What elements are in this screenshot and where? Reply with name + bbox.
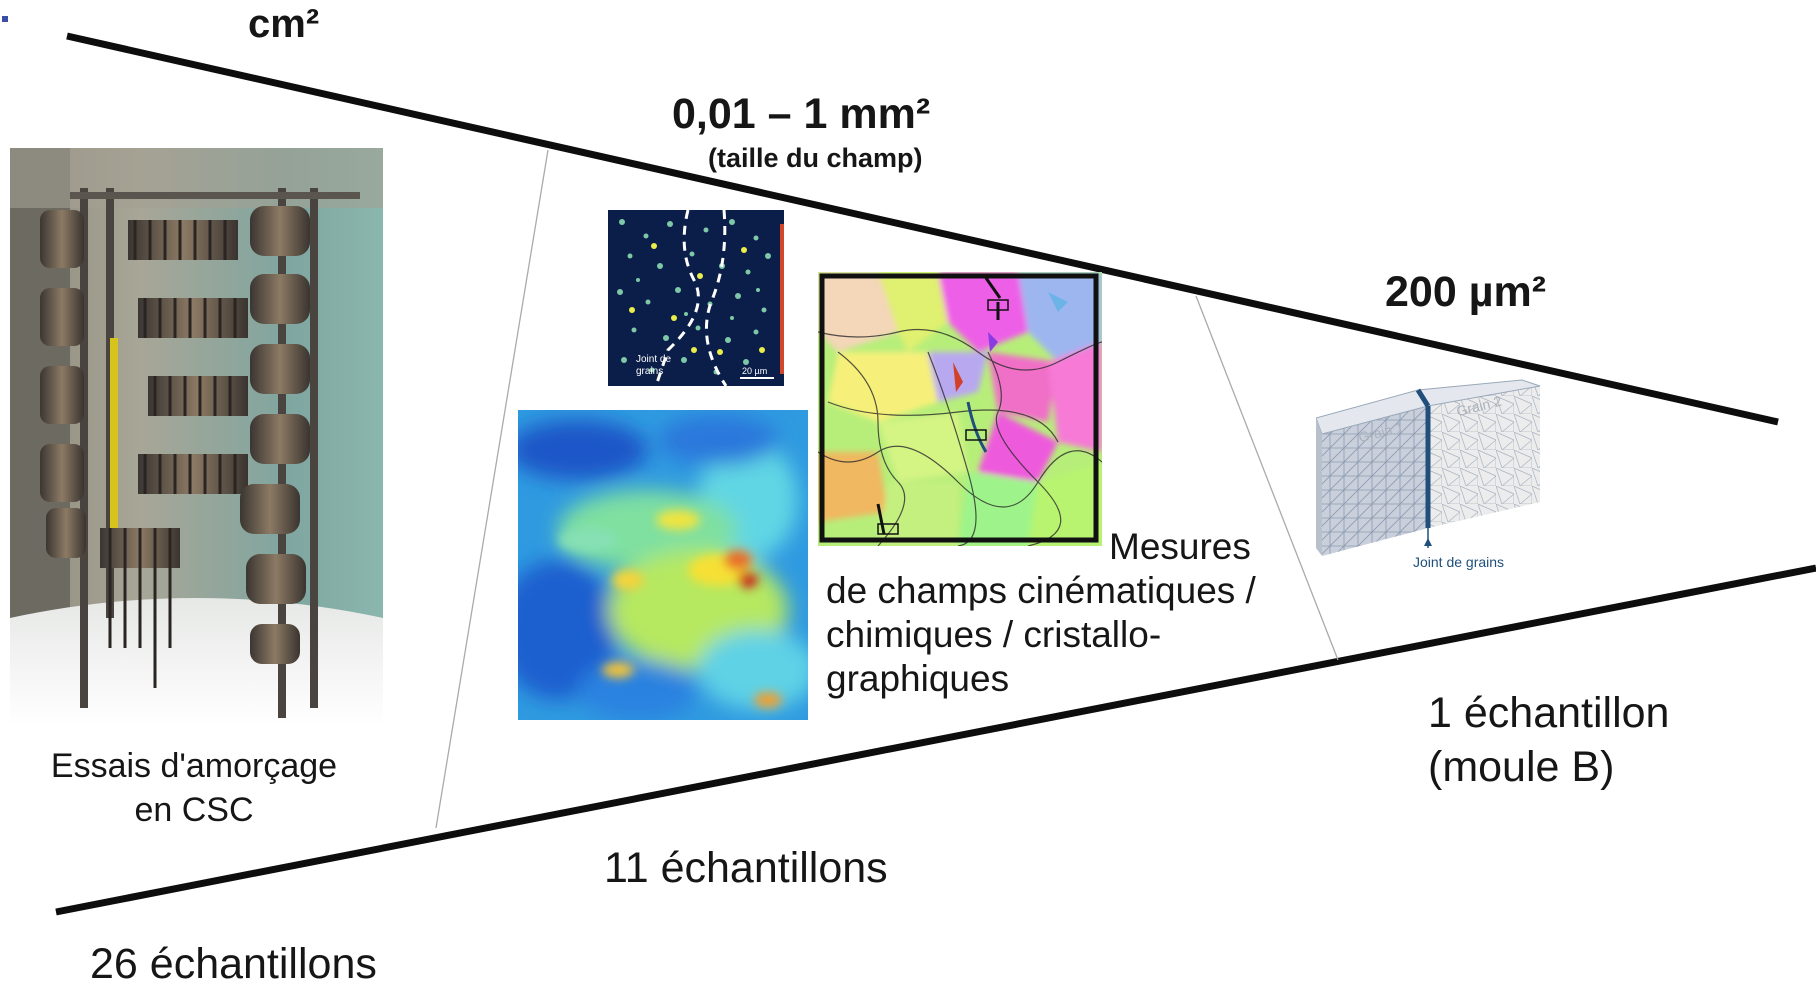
scale-note-field-size: (taille du champ) — [708, 143, 923, 173]
corner-mark — [2, 16, 8, 22]
fields-caption: Mesures de champs cinématiques / chimiqu… — [826, 526, 1256, 699]
csc-test-rig-photo — [10, 148, 383, 726]
scale-label-cm: cm² — [248, 2, 320, 46]
kinematic-field-map — [518, 410, 808, 720]
bottom-funnel-line — [55, 564, 1816, 916]
fields-sample-count: 11 échantillons — [604, 844, 888, 892]
scale-label-um: 200 µm² — [1385, 268, 1547, 316]
top-funnel-line — [66, 32, 1779, 426]
model-sample-count: 1 échantillon (moule B) — [1428, 689, 1670, 791]
chem-map-scalebar: 20 µm — [742, 366, 768, 376]
divider-left — [435, 149, 549, 829]
photo-sample-count: 26 échantillons — [90, 940, 377, 988]
chemical-map: Joint de grains 20 µm — [608, 210, 784, 386]
photo-caption: Essais d'amorçage en CSC — [50, 747, 338, 829]
chem-map-annotation: Joint de grains — [636, 354, 672, 377]
ebsd-orientation-map — [818, 272, 1102, 546]
bicrystal-fe-model: Grain 1 Grain 2 — [1316, 378, 1546, 578]
grain-boundary-label: Joint de grains — [1413, 554, 1505, 570]
divider-right — [1195, 295, 1339, 661]
scale-label-mm: 0,01 – 1 mm² — [672, 90, 931, 138]
